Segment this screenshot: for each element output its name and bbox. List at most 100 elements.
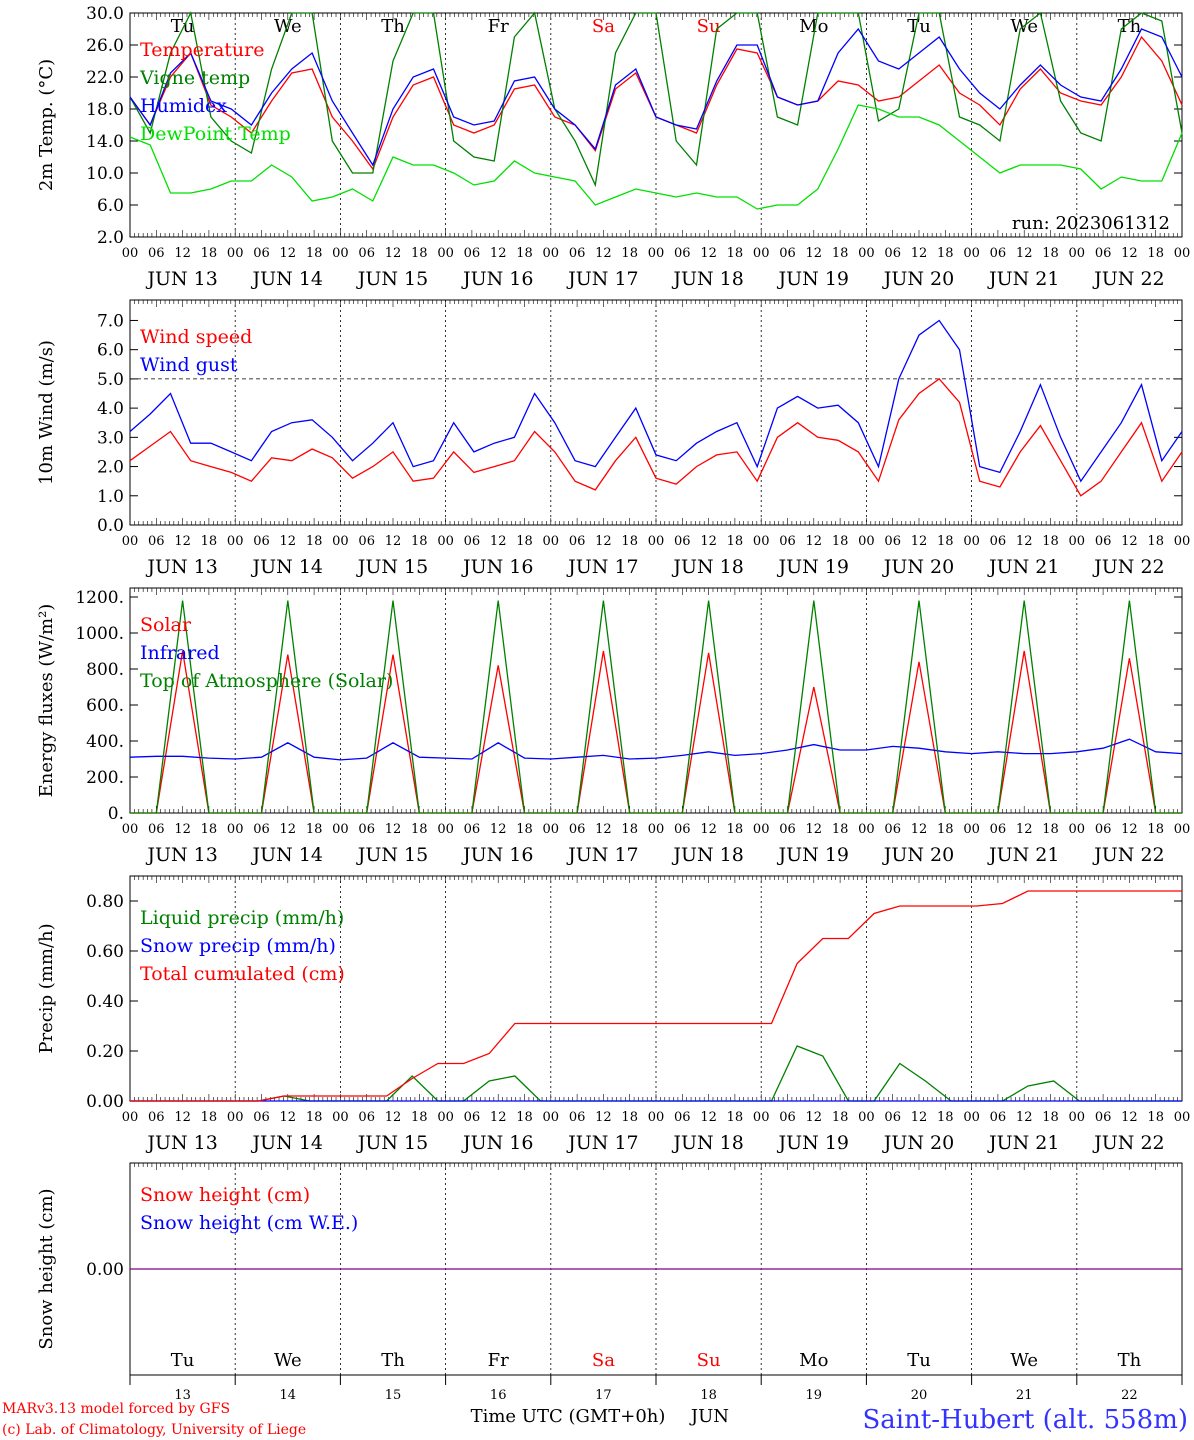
hour-label: 06: [1095, 534, 1112, 549]
hour-label: 06: [253, 246, 270, 261]
hour-label: 12: [385, 246, 402, 261]
hour-label: 06: [779, 1110, 796, 1125]
y-tick-label: 0.80: [86, 892, 124, 912]
y-axis-label: 2m Temp. (°C): [36, 59, 57, 191]
hour-label: 06: [884, 246, 901, 261]
hour-label: 18: [1147, 534, 1164, 549]
hour-label: 18: [937, 822, 954, 837]
hour-label: 00: [858, 534, 875, 549]
hour-label: 12: [595, 1110, 612, 1125]
hour-label: 18: [201, 246, 218, 261]
hour-label: 00: [753, 246, 770, 261]
hour-label: 18: [727, 246, 744, 261]
month-label: JUN: [689, 1406, 729, 1427]
hour-label: 18: [1042, 246, 1059, 261]
hour-label: 06: [674, 246, 691, 261]
series-line-vigne-temp: [129, 11, 1183, 188]
day-label: JUN 16: [461, 268, 533, 290]
legend-entry: Infrared: [140, 642, 220, 664]
day-label: JUN 18: [671, 844, 743, 866]
hour-label: 00: [543, 534, 560, 549]
day-label: JUN 13: [145, 844, 217, 866]
hour-label: 00: [122, 1110, 139, 1125]
x-axis-label: Time UTC (GMT+0h): [471, 1406, 666, 1427]
day-label: JUN 17: [566, 844, 638, 866]
hour-label: 00: [1174, 822, 1191, 837]
y-tick-label: 1200.: [75, 588, 124, 608]
day-label: JUN 20: [882, 844, 954, 866]
station-title: Saint-Hubert (alt. 558m): [862, 1405, 1188, 1435]
legend-entry: Wind speed: [140, 326, 252, 348]
y-tick-label: 800.: [86, 660, 124, 680]
weekday-label: Tu: [171, 1350, 195, 1371]
y-axis-label: Precip (mm/h): [36, 923, 57, 1053]
day-label: JUN 17: [566, 556, 638, 578]
hour-label: 00: [1069, 246, 1086, 261]
hour-label: 12: [700, 1110, 717, 1125]
y-tick-label: 26.0: [86, 36, 124, 56]
hour-label: 18: [621, 246, 638, 261]
y-tick-label: 6.0: [97, 196, 124, 216]
panel-temp: 2.0 6.0 10.0 14.0 18.0 22.0 26.0 30.0 2m Temp. (…: [36, 4, 1190, 290]
y-tick-label: 3.0: [97, 428, 124, 448]
hour-label: 12: [911, 1110, 928, 1125]
day-label: JUN 20: [882, 556, 954, 578]
hour-label: 18: [727, 1110, 744, 1125]
hour-label: 00: [332, 534, 349, 549]
hour-label: 12: [595, 822, 612, 837]
hour-label: 00: [437, 534, 454, 549]
weekday-label: Mo: [799, 16, 828, 37]
day-label: JUN 21: [987, 556, 1059, 578]
hour-label: 00: [1069, 1110, 1086, 1125]
hour-label: 12: [174, 822, 191, 837]
legend-entry: Snow height (cm): [140, 1184, 310, 1206]
y-axis-label: 10m Wind (m/s): [36, 340, 57, 485]
panel-precip: 0.00 0.20 0.40 0.60 0.80 Precip (mm/h) Liquid …: [36, 875, 1191, 1154]
hour-label: 06: [569, 1110, 586, 1125]
day-number: 22: [1121, 1388, 1138, 1403]
hour-label: 00: [543, 822, 560, 837]
y-tick-label: 0.20: [86, 1042, 124, 1062]
hour-label: 12: [174, 534, 191, 549]
footer: MARv3.13 model forced by GFS (c) Lab. of …: [2, 1401, 1188, 1438]
hour-label: 00: [1174, 1110, 1191, 1125]
hour-label: 18: [621, 534, 638, 549]
hour-label: 12: [280, 1110, 297, 1125]
legend-entry: Top of Atmosphere (Solar): [140, 670, 393, 692]
day-label: JUN 13: [145, 1132, 217, 1154]
day-number: 20: [911, 1388, 928, 1403]
hour-label: 12: [911, 534, 928, 549]
hour-label: 00: [1174, 534, 1191, 549]
day-label: JUN 13: [145, 268, 217, 290]
hour-label: 06: [358, 246, 375, 261]
hour-label: 00: [227, 246, 244, 261]
hour-label: 18: [201, 822, 218, 837]
hour-label: 06: [884, 534, 901, 549]
hour-label: 12: [174, 246, 191, 261]
hour-label: 06: [358, 534, 375, 549]
y-tick-label: 0.00: [86, 1260, 124, 1280]
hour-label: 18: [1147, 1110, 1164, 1125]
hour-label: 06: [464, 534, 481, 549]
hour-label: 18: [832, 246, 849, 261]
y-tick-label: 0.60: [86, 942, 124, 962]
y-tick-label: 2.0: [97, 458, 124, 478]
series-line-top-of-atmosphere-solar-: [130, 600, 1182, 814]
day-label: JUN 14: [251, 556, 323, 578]
hour-label: 06: [884, 822, 901, 837]
hour-label: 18: [411, 822, 428, 837]
hour-label: 00: [332, 246, 349, 261]
weekday-label: We: [274, 1350, 302, 1371]
legend-entry: Snow precip (mm/h): [140, 935, 336, 957]
hour-label: 12: [1016, 246, 1033, 261]
y-axis-label: Snow height (cm): [36, 1188, 57, 1349]
series-line-total-cumulated-cm-: [130, 890, 1182, 1102]
weekday-label: Th: [1118, 16, 1142, 37]
weekday-label: We: [1010, 1350, 1038, 1371]
hour-label: 18: [937, 246, 954, 261]
hour-label: 18: [411, 534, 428, 549]
hour-label: 00: [648, 534, 665, 549]
series-line-humidex: [129, 27, 1183, 167]
hour-label: 18: [832, 822, 849, 837]
hour-label: 06: [779, 246, 796, 261]
